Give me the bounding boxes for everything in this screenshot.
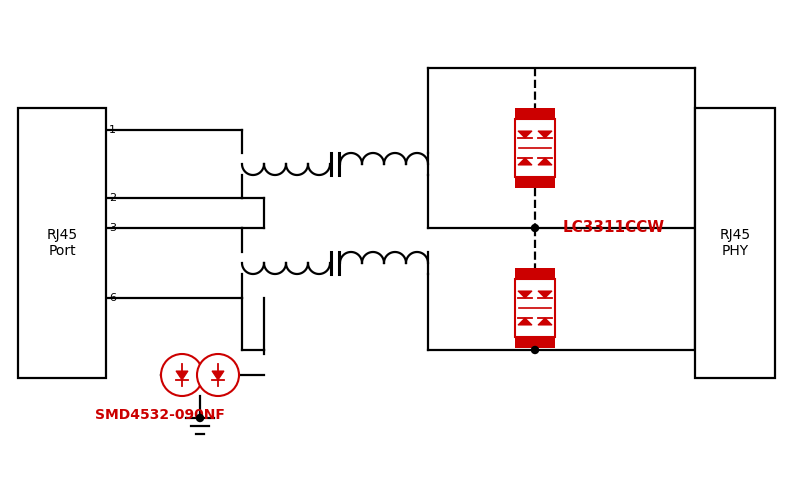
Polygon shape [518,291,532,298]
Polygon shape [538,131,552,138]
Bar [515,268,555,279]
Polygon shape [538,291,552,298]
Polygon shape [538,318,552,325]
Text: 6: 6 [109,293,116,303]
Polygon shape [518,318,532,325]
Bar [515,337,555,348]
Text: LC3311CCW: LC3311CCW [563,221,665,236]
Polygon shape [538,158,552,165]
Bar [515,177,555,188]
Bar [515,119,555,177]
Polygon shape [212,371,224,380]
Bar [515,279,555,337]
Text: 3: 3 [109,223,116,233]
Bar [695,108,775,378]
Polygon shape [176,371,188,380]
Bar [515,108,555,119]
Text: 2: 2 [109,193,116,203]
Circle shape [179,372,185,378]
Text: RJ45
Port: RJ45 Port [46,228,78,258]
Circle shape [161,354,203,396]
Polygon shape [518,158,532,165]
Circle shape [215,372,221,378]
Circle shape [197,354,239,396]
Circle shape [532,346,538,353]
Circle shape [196,415,203,422]
Text: RJ45
PHY: RJ45 PHY [719,228,751,258]
Polygon shape [518,131,532,138]
Text: SMD4532-090NF: SMD4532-090NF [95,408,225,422]
Text: 1: 1 [109,125,116,135]
Circle shape [532,225,538,232]
Bar [18,108,106,378]
